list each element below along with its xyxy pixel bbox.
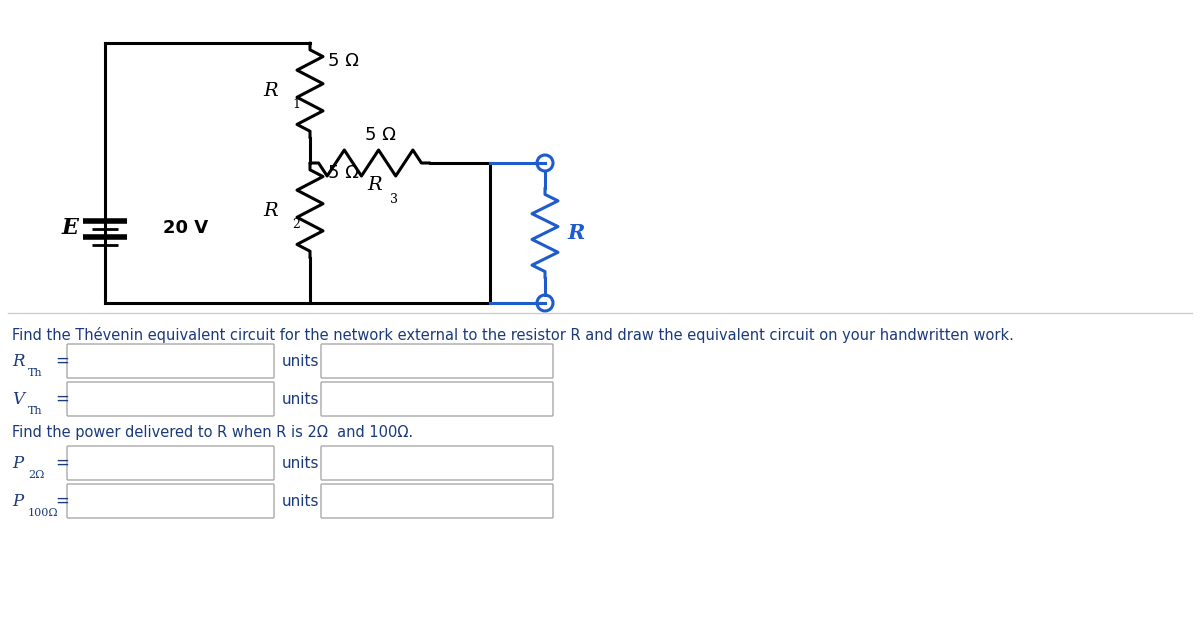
FancyBboxPatch shape bbox=[322, 382, 553, 416]
Text: Find the power delivered to R when R is 2Ω  and 100Ω.: Find the power delivered to R when R is … bbox=[12, 425, 413, 441]
Text: 5 Ω: 5 Ω bbox=[328, 52, 359, 70]
Text: R: R bbox=[263, 201, 278, 220]
Text: R: R bbox=[568, 223, 584, 243]
Text: Th: Th bbox=[28, 368, 43, 378]
FancyBboxPatch shape bbox=[67, 446, 274, 480]
Text: R: R bbox=[367, 176, 383, 194]
FancyBboxPatch shape bbox=[322, 446, 553, 480]
FancyBboxPatch shape bbox=[67, 344, 274, 378]
FancyBboxPatch shape bbox=[322, 344, 553, 378]
Text: Find the Thévenin equivalent circuit for the network external to the resistor R : Find the Thévenin equivalent circuit for… bbox=[12, 327, 1014, 343]
Text: 5 Ω: 5 Ω bbox=[328, 164, 359, 182]
Text: =: = bbox=[55, 454, 68, 472]
FancyBboxPatch shape bbox=[67, 484, 274, 518]
Text: 20 V: 20 V bbox=[163, 219, 208, 237]
Text: =: = bbox=[55, 492, 68, 510]
Text: 2: 2 bbox=[292, 218, 300, 232]
Text: R: R bbox=[263, 82, 278, 99]
Text: 100Ω: 100Ω bbox=[28, 508, 59, 518]
Text: units: units bbox=[282, 391, 319, 406]
Text: 2Ω: 2Ω bbox=[28, 470, 44, 480]
Text: units: units bbox=[282, 353, 319, 368]
Text: units: units bbox=[282, 456, 319, 470]
Text: units: units bbox=[282, 494, 319, 508]
Text: E: E bbox=[61, 217, 78, 239]
FancyBboxPatch shape bbox=[67, 382, 274, 416]
Text: 1: 1 bbox=[292, 99, 300, 111]
FancyBboxPatch shape bbox=[322, 484, 553, 518]
Text: P: P bbox=[12, 492, 23, 510]
Text: R: R bbox=[12, 353, 24, 370]
Text: =: = bbox=[55, 390, 68, 408]
Text: Th: Th bbox=[28, 406, 43, 416]
Text: P: P bbox=[12, 454, 23, 472]
Text: V: V bbox=[12, 391, 24, 408]
Text: 5 Ω: 5 Ω bbox=[365, 126, 396, 144]
Text: =: = bbox=[55, 352, 68, 370]
Text: 3: 3 bbox=[390, 193, 398, 206]
